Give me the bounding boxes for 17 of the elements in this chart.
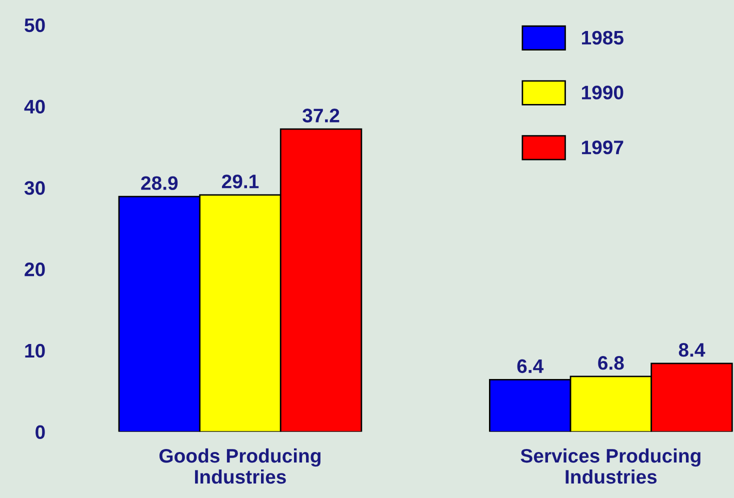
data-label: 28.9	[141, 176, 178, 190]
legend-label: 1997	[582, 140, 624, 154]
data-label: 6.4	[517, 359, 544, 374]
data-label: 29.1	[222, 174, 259, 188]
x-tick-label: Services Producing Industries	[520, 448, 700, 484]
y-tick-label: 0	[36, 425, 45, 440]
data-label: 8.4	[678, 343, 706, 357]
legend-label: 1985	[582, 30, 624, 45]
legend-label: 1990	[582, 86, 624, 100]
y-tick-label: 30	[24, 181, 45, 195]
data-label: 6.8	[598, 356, 624, 370]
y-tick-label: 20	[24, 262, 45, 276]
y-tick-label: 10	[25, 344, 45, 358]
y-tick-label: 40	[24, 100, 45, 114]
x-tick-label: Goods Producing Industries	[159, 448, 320, 484]
y-tick-label: 50	[24, 18, 45, 32]
data-label: 37.2	[302, 108, 340, 122]
